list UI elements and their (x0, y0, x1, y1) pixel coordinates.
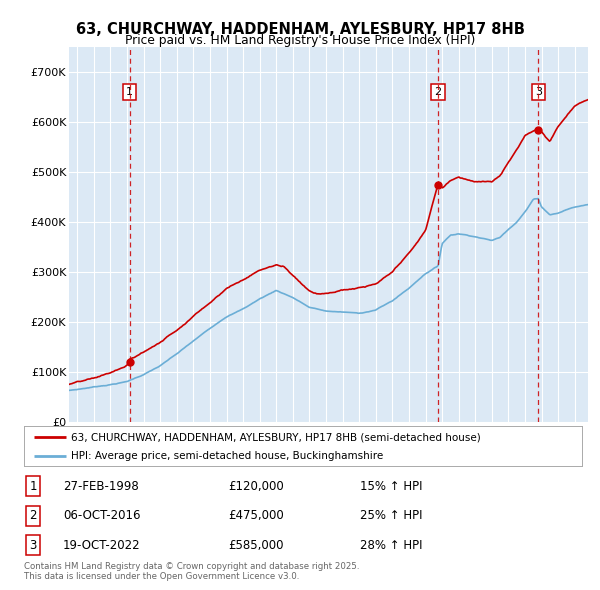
Text: Price paid vs. HM Land Registry's House Price Index (HPI): Price paid vs. HM Land Registry's House … (125, 34, 475, 47)
Text: £475,000: £475,000 (228, 509, 284, 522)
Text: 3: 3 (535, 87, 542, 97)
Text: 3: 3 (29, 539, 37, 552)
Text: 2: 2 (434, 87, 442, 97)
Text: 63, CHURCHWAY, HADDENHAM, AYLESBURY, HP17 8HB (semi-detached house): 63, CHURCHWAY, HADDENHAM, AYLESBURY, HP1… (71, 432, 481, 442)
Text: 1: 1 (29, 480, 37, 493)
Text: 15% ↑ HPI: 15% ↑ HPI (360, 480, 422, 493)
Text: 2: 2 (29, 509, 37, 522)
Text: 63, CHURCHWAY, HADDENHAM, AYLESBURY, HP17 8HB: 63, CHURCHWAY, HADDENHAM, AYLESBURY, HP1… (76, 22, 524, 37)
Text: 27-FEB-1998: 27-FEB-1998 (63, 480, 139, 493)
Text: £120,000: £120,000 (228, 480, 284, 493)
Text: 1: 1 (126, 87, 133, 97)
Text: £585,000: £585,000 (228, 539, 284, 552)
Text: 25% ↑ HPI: 25% ↑ HPI (360, 509, 422, 522)
Text: 28% ↑ HPI: 28% ↑ HPI (360, 539, 422, 552)
Text: HPI: Average price, semi-detached house, Buckinghamshire: HPI: Average price, semi-detached house,… (71, 451, 383, 461)
Text: Contains HM Land Registry data © Crown copyright and database right 2025.
This d: Contains HM Land Registry data © Crown c… (24, 562, 359, 581)
Text: 06-OCT-2016: 06-OCT-2016 (63, 509, 140, 522)
Text: 19-OCT-2022: 19-OCT-2022 (63, 539, 140, 552)
